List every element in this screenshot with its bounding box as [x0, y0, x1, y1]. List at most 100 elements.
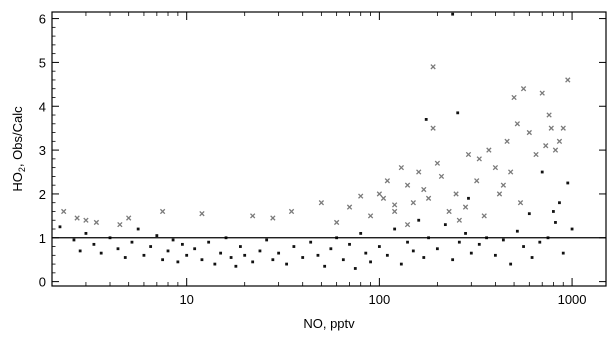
data-point — [341, 258, 345, 262]
data-point — [219, 251, 223, 255]
data-point — [180, 242, 184, 246]
data-point — [496, 191, 503, 197]
data-point — [520, 86, 527, 92]
data-point — [522, 245, 525, 248]
data-point — [213, 262, 217, 266]
y-tick-label: 2 — [39, 187, 46, 202]
data-point — [434, 160, 441, 166]
data-point — [404, 182, 411, 188]
data-point — [558, 201, 561, 205]
data-point — [462, 204, 469, 210]
data-point — [358, 193, 364, 199]
data-point — [285, 262, 288, 266]
x-tick-label: 100 — [369, 292, 391, 307]
data-point — [166, 249, 170, 253]
data-point — [265, 238, 269, 242]
data-point — [74, 215, 80, 221]
data-point — [417, 218, 421, 222]
data-point — [530, 256, 534, 259]
data-point — [464, 231, 467, 235]
y-axis-label-suffix: , Obs/Calc — [10, 106, 25, 167]
data-point — [561, 251, 565, 255]
data-point — [411, 249, 415, 253]
data-point — [391, 202, 398, 208]
data-point — [539, 90, 545, 96]
data-point — [301, 256, 305, 259]
data-point — [443, 223, 447, 227]
data-point — [546, 112, 552, 118]
data-point — [554, 221, 557, 224]
data-point — [364, 251, 368, 255]
data-point — [422, 256, 426, 259]
data-point — [570, 227, 574, 231]
data-point — [333, 219, 340, 226]
data-point — [385, 253, 389, 257]
data-point — [416, 169, 422, 175]
data-point — [551, 210, 555, 213]
y-tick-label: 4 — [39, 99, 46, 114]
axis-ticks: 0 1 2 3 4 5 6 10 100 1000 — [39, 12, 606, 307]
data-point — [323, 264, 327, 268]
data-point — [501, 238, 505, 242]
data-point — [277, 251, 281, 255]
data-point — [456, 111, 460, 115]
data-point — [410, 200, 416, 206]
data-point — [424, 118, 428, 121]
data-point — [456, 217, 462, 223]
y-tick-label: 0 — [39, 275, 46, 290]
data-point — [271, 258, 275, 262]
data-point — [61, 208, 67, 215]
plot-frame — [51, 11, 607, 287]
data-point — [126, 215, 132, 221]
data-point — [367, 213, 374, 219]
data-point — [234, 264, 238, 268]
data-point — [288, 208, 295, 215]
data-points — [58, 12, 574, 270]
data-point — [481, 213, 487, 219]
data-point — [99, 251, 103, 255]
y-tick-label: 3 — [39, 143, 46, 158]
data-point — [566, 181, 570, 185]
data-point — [159, 208, 166, 215]
data-point — [78, 249, 82, 253]
data-point — [565, 77, 571, 83]
x-tick-label: 1000 — [558, 292, 587, 307]
data-point — [398, 164, 404, 171]
data-point — [185, 253, 189, 257]
data-point — [467, 196, 470, 200]
data-point — [393, 227, 397, 231]
data-point — [149, 245, 153, 248]
data-point — [560, 125, 566, 131]
y-tick-label: 6 — [39, 12, 46, 27]
data-point — [451, 258, 455, 262]
data-point — [84, 231, 88, 235]
data-point — [493, 253, 497, 257]
data-point — [404, 221, 411, 228]
data-point — [517, 200, 524, 206]
data-point — [329, 247, 333, 251]
data-point — [548, 125, 554, 131]
data-point — [435, 247, 439, 251]
data-point — [453, 191, 459, 197]
y-tick-label: 1 — [39, 231, 46, 246]
data-point — [359, 231, 363, 235]
data-point — [176, 260, 180, 264]
data-point — [136, 227, 140, 231]
data-point — [251, 260, 255, 264]
data-point — [207, 240, 211, 244]
data-point — [92, 242, 96, 246]
data-point — [258, 249, 262, 253]
data-point — [93, 219, 100, 226]
data-point — [527, 212, 531, 216]
data-point — [540, 170, 544, 174]
data-point — [469, 251, 473, 255]
data-point — [515, 229, 519, 233]
data-point — [142, 253, 146, 257]
data-point — [123, 256, 127, 259]
data-point — [476, 156, 482, 162]
data-point — [155, 234, 159, 237]
data-point — [556, 138, 563, 144]
y-axis-label-subscript: 2 — [17, 167, 27, 172]
data-point — [552, 147, 559, 153]
data-point — [486, 147, 492, 153]
